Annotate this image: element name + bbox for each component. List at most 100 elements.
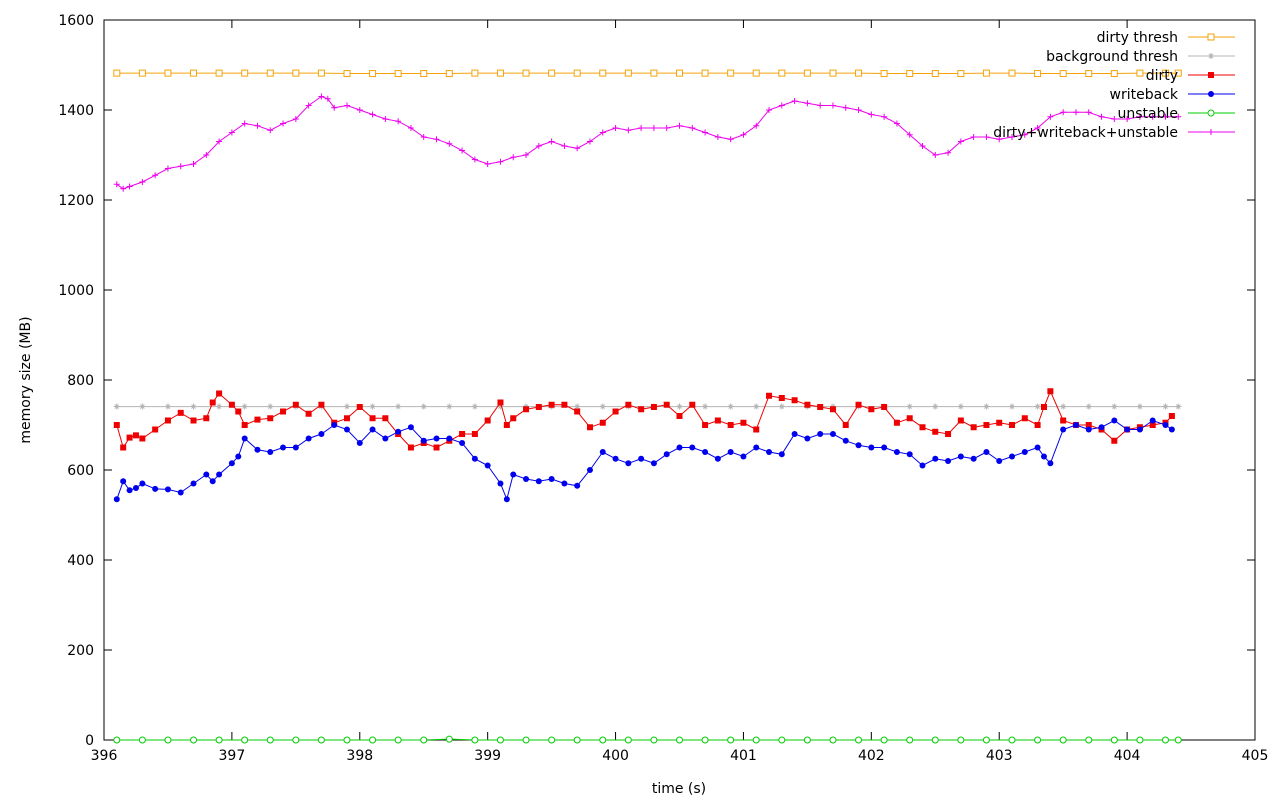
data-point bbox=[471, 736, 479, 744]
data-point bbox=[459, 147, 466, 154]
data-point bbox=[548, 401, 555, 408]
data-point bbox=[778, 102, 785, 109]
y-tick-label: 800 bbox=[67, 373, 94, 389]
data-point bbox=[638, 406, 645, 413]
data-point bbox=[803, 736, 811, 744]
legend-item: writeback bbox=[1110, 87, 1235, 103]
data-point bbox=[407, 444, 414, 451]
data-point bbox=[574, 482, 581, 489]
data-point bbox=[702, 129, 709, 136]
data-point bbox=[881, 113, 888, 120]
data-point bbox=[919, 462, 926, 469]
data-point bbox=[382, 435, 389, 442]
data-point bbox=[1111, 437, 1118, 444]
data-point bbox=[510, 471, 517, 478]
data-point bbox=[228, 129, 235, 136]
data-point bbox=[241, 69, 249, 77]
data-point bbox=[650, 69, 658, 77]
data-point bbox=[267, 127, 274, 134]
data-point bbox=[484, 161, 491, 167]
data-point bbox=[804, 435, 811, 442]
legend-item: dirty thresh bbox=[1097, 30, 1235, 46]
data-point bbox=[523, 152, 530, 158]
data-point bbox=[343, 415, 350, 422]
data-point bbox=[906, 403, 913, 410]
data-point bbox=[254, 122, 261, 129]
data-point bbox=[740, 131, 747, 138]
data-point bbox=[727, 449, 734, 455]
data-point bbox=[561, 480, 568, 487]
data-point bbox=[663, 125, 670, 131]
data-point bbox=[970, 134, 977, 140]
data-point bbox=[586, 467, 593, 473]
data-point bbox=[190, 69, 198, 77]
data-point bbox=[420, 437, 427, 444]
data-point bbox=[650, 125, 657, 131]
data-point bbox=[503, 496, 510, 503]
data-point bbox=[599, 449, 606, 455]
data-point bbox=[420, 403, 427, 410]
y-tick-label: 600 bbox=[67, 463, 94, 479]
data-point bbox=[497, 158, 504, 165]
data-point bbox=[235, 453, 242, 460]
data-point bbox=[280, 120, 287, 127]
data-point bbox=[203, 471, 210, 478]
data-point bbox=[1110, 736, 1118, 744]
data-point bbox=[292, 444, 299, 451]
data-point bbox=[1009, 453, 1016, 460]
data-point bbox=[753, 444, 760, 451]
data-point bbox=[1034, 422, 1041, 428]
data-point bbox=[209, 478, 216, 485]
legend-marker bbox=[1207, 33, 1215, 41]
data-point bbox=[829, 69, 837, 77]
data-point bbox=[1034, 125, 1041, 131]
data-point bbox=[420, 736, 428, 744]
data-point bbox=[638, 455, 645, 462]
data-point bbox=[356, 404, 363, 410]
data-point bbox=[766, 392, 773, 399]
data-point bbox=[1047, 460, 1054, 467]
data-point bbox=[484, 462, 491, 469]
data-point bbox=[983, 422, 990, 428]
data-point bbox=[177, 489, 184, 496]
data-point bbox=[190, 161, 197, 167]
series-unstable bbox=[113, 735, 1182, 744]
data-point bbox=[1040, 453, 1047, 460]
data-point bbox=[343, 736, 351, 744]
data-point bbox=[433, 435, 440, 442]
data-point bbox=[702, 422, 709, 428]
data-point bbox=[292, 69, 300, 77]
legend-marker bbox=[1208, 129, 1214, 135]
data-point bbox=[932, 403, 939, 410]
data-point bbox=[574, 145, 581, 152]
data-point bbox=[1161, 69, 1169, 77]
data-point bbox=[1085, 109, 1092, 116]
data-point bbox=[292, 116, 299, 122]
x-tick-label: 401 bbox=[730, 748, 757, 764]
data-point bbox=[996, 458, 1003, 464]
data-point bbox=[113, 403, 120, 410]
x-tick-label: 396 bbox=[91, 748, 118, 764]
data-point bbox=[931, 70, 939, 78]
data-point bbox=[586, 138, 593, 145]
data-point bbox=[497, 480, 504, 487]
data-point bbox=[880, 736, 888, 744]
data-point bbox=[676, 444, 683, 451]
data-point bbox=[983, 134, 990, 140]
data-point bbox=[599, 129, 606, 136]
x-tick-label: 404 bbox=[1114, 748, 1141, 764]
data-point bbox=[599, 419, 606, 426]
data-point bbox=[1060, 403, 1067, 410]
data-point bbox=[855, 442, 862, 449]
data-point bbox=[216, 138, 223, 145]
data-point bbox=[139, 403, 146, 410]
data-point bbox=[343, 102, 350, 109]
data-point bbox=[1008, 69, 1016, 77]
data-point bbox=[139, 480, 146, 487]
data-point bbox=[471, 403, 478, 410]
data-point bbox=[829, 406, 836, 413]
data-point bbox=[496, 69, 504, 77]
data-point bbox=[740, 419, 747, 426]
data-point bbox=[881, 404, 888, 410]
data-point bbox=[164, 486, 171, 493]
